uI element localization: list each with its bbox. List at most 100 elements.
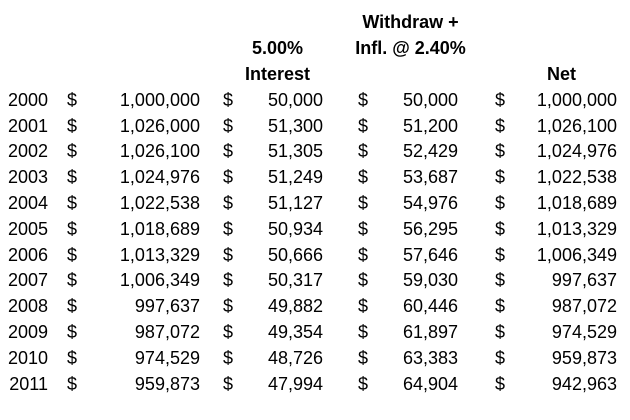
- cell-interest[interactable]: $ 51,300: [207, 116, 332, 137]
- cell-balance[interactable]: $ 1,018,689: [57, 219, 207, 240]
- cell-interest[interactable]: $ 49,882: [207, 296, 332, 317]
- header-interest-rate[interactable]: 5.00%: [251, 38, 304, 59]
- cell-year[interactable]: 2006: [7, 244, 48, 265]
- cell-interest[interactable]: $ 51,127: [207, 193, 332, 214]
- cell-withdrawal[interactable]: $ 57,646: [332, 245, 465, 266]
- cell-interest[interactable]: $ 50,317: [207, 270, 332, 291]
- dollar-sign: $: [358, 141, 369, 162]
- cell-balance[interactable]: $ 959,873: [57, 374, 207, 395]
- cell-balance[interactable]: $ 987,072: [57, 322, 207, 343]
- cell-net[interactable]: $ 1,022,538: [465, 167, 624, 188]
- cell-net[interactable]: $ 987,072: [465, 296, 624, 317]
- cell-net[interactable]: $ 1,000,000: [465, 90, 624, 111]
- dollar-sign: $: [358, 192, 369, 213]
- cell-withdrawal[interactable]: $ 54,976: [332, 193, 465, 214]
- cell-balance[interactable]: $ 997,637: [57, 296, 207, 317]
- cell-interest-value: 50,666: [267, 244, 323, 265]
- cell-balance[interactable]: $ 974,529: [57, 348, 207, 369]
- cell-interest-value: 49,882: [267, 296, 323, 317]
- cell-interest-value: 51,127: [267, 192, 323, 213]
- cell-interest[interactable]: $ 47,994: [207, 374, 332, 395]
- header-interest-label[interactable]: Interest: [244, 63, 311, 84]
- cell-net[interactable]: $ 942,963: [465, 374, 624, 395]
- header-row-3: Interest Net: [0, 62, 630, 88]
- cell-year[interactable]: 2005: [7, 218, 48, 239]
- cell-balance-value: 997,637: [134, 296, 200, 317]
- cell-net[interactable]: $ 974,529: [465, 322, 624, 343]
- cell-balance-value: 974,529: [134, 347, 200, 368]
- cell-year[interactable]: 2011: [9, 373, 48, 394]
- table-body: 2000 $ 1,000,000 $ 50,000 $ 50,000 $ 1,0…: [0, 87, 630, 397]
- cell-balance[interactable]: $ 1,026,100: [57, 141, 207, 162]
- cell-withdrawal-value: 63,383: [402, 347, 458, 368]
- cell-year[interactable]: 2010: [7, 347, 48, 368]
- cell-withdrawal[interactable]: $ 51,200: [332, 116, 465, 137]
- dollar-sign: $: [358, 347, 369, 368]
- dollar-sign: $: [67, 296, 78, 317]
- cell-balance-value: 987,072: [134, 321, 200, 342]
- header-net-label[interactable]: Net: [546, 63, 576, 84]
- cell-withdrawal-value: 59,030: [402, 270, 458, 291]
- dollar-sign: $: [495, 244, 506, 265]
- cell-year[interactable]: 2008: [7, 296, 48, 317]
- cell-withdrawal[interactable]: $ 52,429: [332, 141, 465, 162]
- cell-year[interactable]: 2007: [7, 270, 48, 291]
- table-row: 2006 $ 1,013,329 $ 50,666 $ 57,646 $ 1,0…: [0, 242, 630, 268]
- cell-year[interactable]: 2000: [7, 89, 48, 110]
- dollar-sign: $: [67, 373, 78, 394]
- cell-net[interactable]: $ 1,018,689: [465, 193, 624, 214]
- cell-interest-value: 50,934: [267, 218, 323, 239]
- cell-balance[interactable]: $ 1,022,538: [57, 193, 207, 214]
- dollar-sign: $: [358, 321, 369, 342]
- cell-balance[interactable]: $ 1,024,976: [57, 167, 207, 188]
- cell-withdrawal[interactable]: $ 50,000: [332, 90, 465, 111]
- cell-interest[interactable]: $ 51,305: [207, 141, 332, 162]
- cell-balance[interactable]: $ 1,026,000: [57, 116, 207, 137]
- cell-year[interactable]: 2009: [7, 321, 48, 342]
- cell-year[interactable]: 2004: [7, 192, 48, 213]
- cell-withdrawal[interactable]: $ 56,295: [332, 219, 465, 240]
- dollar-sign: $: [223, 296, 234, 317]
- cell-net[interactable]: $ 1,013,329: [465, 219, 624, 240]
- cell-withdrawal-value: 56,295: [402, 218, 458, 239]
- cell-interest[interactable]: $ 49,354: [207, 322, 332, 343]
- cell-interest[interactable]: $ 50,934: [207, 219, 332, 240]
- cell-interest[interactable]: $ 48,726: [207, 348, 332, 369]
- cell-withdrawal-value: 57,646: [402, 244, 458, 265]
- cell-withdrawal[interactable]: $ 53,687: [332, 167, 465, 188]
- cell-withdrawal-value: 50,000: [402, 89, 458, 110]
- cell-interest-value: 51,249: [267, 167, 323, 188]
- dollar-sign: $: [495, 296, 506, 317]
- cell-withdrawal[interactable]: $ 64,904: [332, 374, 465, 395]
- cell-net[interactable]: $ 1,026,100: [465, 116, 624, 137]
- cell-withdrawal[interactable]: $ 61,897: [332, 322, 465, 343]
- table-row: 2007 $ 1,006,349 $ 50,317 $ 59,030 $ 997…: [0, 268, 630, 294]
- header-withdraw-line2[interactable]: Infl. @ 2.40%: [355, 38, 466, 59]
- header-withdraw-line1[interactable]: Withdraw +: [362, 12, 459, 33]
- cell-interest-value: 49,354: [267, 321, 323, 342]
- cell-withdrawal-value: 51,200: [402, 115, 458, 136]
- table-row: 2003 $ 1,024,976 $ 51,249 $ 53,687 $ 1,0…: [0, 165, 630, 191]
- cell-withdrawal-value: 54,976: [402, 192, 458, 213]
- cell-interest[interactable]: $ 51,249: [207, 167, 332, 188]
- cell-net[interactable]: $ 1,024,976: [465, 141, 624, 162]
- cell-balance[interactable]: $ 1,006,349: [57, 270, 207, 291]
- cell-year[interactable]: 2001: [7, 115, 48, 136]
- cell-net[interactable]: $ 1,006,349: [465, 245, 624, 266]
- cell-year[interactable]: 2003: [7, 167, 48, 188]
- cell-withdrawal[interactable]: $ 59,030: [332, 270, 465, 291]
- cell-interest[interactable]: $ 50,666: [207, 245, 332, 266]
- cell-net[interactable]: $ 997,637: [465, 270, 624, 291]
- cell-net[interactable]: $ 959,873: [465, 348, 624, 369]
- dollar-sign: $: [223, 115, 234, 136]
- dollar-sign: $: [67, 89, 78, 110]
- cell-balance[interactable]: $ 1,013,329: [57, 245, 207, 266]
- cell-interest[interactable]: $ 50,000: [207, 90, 332, 111]
- cell-withdrawal[interactable]: $ 60,446: [332, 296, 465, 317]
- cell-year[interactable]: 2002: [7, 141, 48, 162]
- cell-withdrawal-value: 61,897: [402, 321, 458, 342]
- cell-balance-value: 1,026,000: [119, 115, 200, 136]
- cell-balance[interactable]: $ 1,000,000: [57, 90, 207, 111]
- cell-withdrawal[interactable]: $ 63,383: [332, 348, 465, 369]
- dollar-sign: $: [67, 115, 78, 136]
